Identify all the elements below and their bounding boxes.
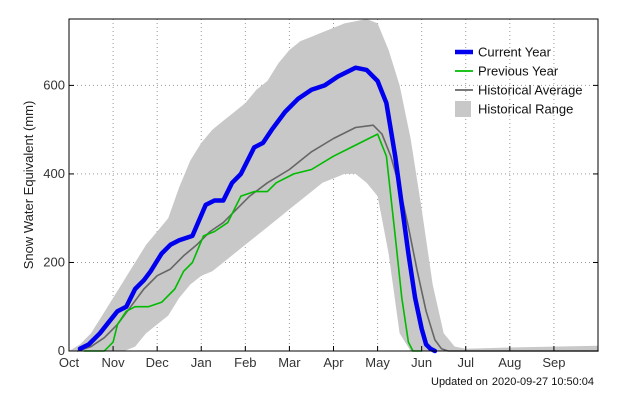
x-tick-label: Sep [542,355,565,370]
x-tick-label: Jul [457,355,474,370]
legend-label: Historical Average [478,83,583,98]
x-tick-label: May [365,355,390,370]
series-lines [77,65,599,354]
x-tick-label: Mar [278,355,301,370]
y-tick-label: 0 [58,343,65,358]
previous-year-line [83,133,423,352]
x-tick-label: Feb [234,355,256,370]
legend-swatch-historical-range [455,101,471,117]
y-axis-title: Snow Water Equivalent (mm) [21,101,36,270]
historical-range-band [69,19,598,351]
updated-value: 2020-09-27 10:50:04 [491,376,595,388]
x-tick-label: Nov [102,355,126,370]
legend-label: Previous Year [478,64,559,79]
legend-label: Historical Range [478,102,573,117]
x-tick-label: Oct [59,355,80,370]
y-tick-label: 200 [43,254,65,269]
updated-timestamp: Updated on 2020-09-27 10:50:04 [431,376,598,388]
updated-label: Updated on [431,376,488,388]
axes: 0 200 400 600 Oct Nov Dec Jan Feb Mar Apr May Jun Jul… [43,77,598,370]
x-tick-label: Jan [191,355,212,370]
x-tick-label: Jun [411,355,432,370]
legend: Current Year Previous Year Historical Aver… [455,45,583,117]
x-tick-label: Apr [323,355,344,370]
y-tick-label: 600 [43,77,65,92]
current-year-line [77,65,438,354]
historical-range-area [69,19,598,351]
y-tick-label: 400 [43,166,65,181]
x-tick-label: Dec [146,355,170,370]
x-tick-label: Aug [498,355,521,370]
historical-average-line [77,124,599,352]
legend-label: Current Year [478,45,552,60]
